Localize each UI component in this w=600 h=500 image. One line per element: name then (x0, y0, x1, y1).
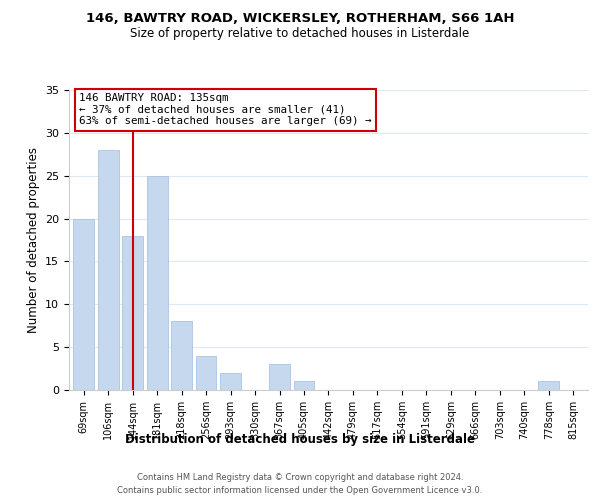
Bar (220, 373, 241, 390)
Text: Size of property relative to detached houses in Listerdale: Size of property relative to detached ho… (130, 28, 470, 40)
Bar (269, 364, 290, 390)
Y-axis label: Number of detached properties: Number of detached properties (26, 147, 40, 333)
Bar (196, 356, 217, 390)
Bar (73, 218, 94, 390)
Bar (147, 176, 167, 390)
Text: Contains public sector information licensed under the Open Government Licence v3: Contains public sector information licen… (118, 486, 482, 495)
Text: Distribution of detached houses by size in Listerdale: Distribution of detached houses by size … (125, 432, 475, 446)
Bar (98, 150, 119, 390)
Bar (538, 382, 559, 390)
Bar (122, 236, 143, 390)
Text: Contains HM Land Registry data © Crown copyright and database right 2024.: Contains HM Land Registry data © Crown c… (137, 472, 463, 482)
Bar (293, 382, 314, 390)
Text: 146, BAWTRY ROAD, WICKERSLEY, ROTHERHAM, S66 1AH: 146, BAWTRY ROAD, WICKERSLEY, ROTHERHAM,… (86, 12, 514, 26)
Bar (171, 322, 192, 390)
Text: 146 BAWTRY ROAD: 135sqm
← 37% of detached houses are smaller (41)
63% of semi-de: 146 BAWTRY ROAD: 135sqm ← 37% of detache… (79, 93, 372, 126)
